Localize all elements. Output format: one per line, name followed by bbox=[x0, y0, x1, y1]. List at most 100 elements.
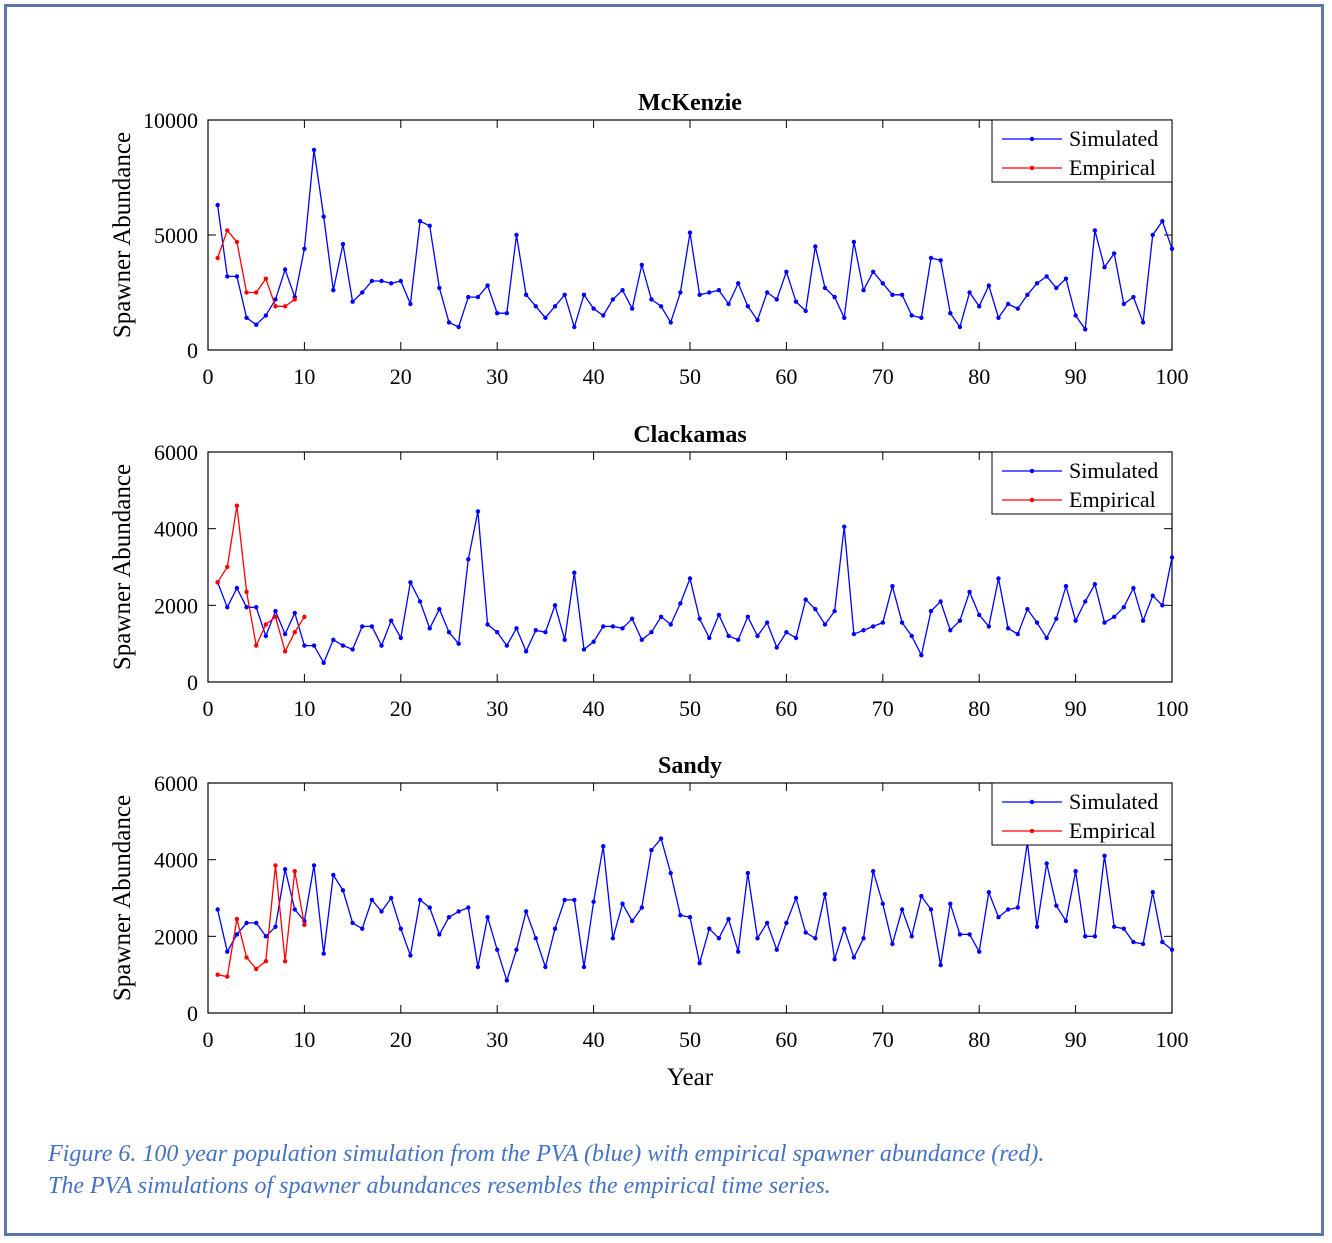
data-point-simulated bbox=[919, 315, 924, 320]
data-point-simulated bbox=[340, 888, 346, 893]
data-point-simulated bbox=[842, 524, 847, 529]
data-point-simulated bbox=[1015, 306, 1020, 311]
chart-clackamas: 0 10 20 30 40 50 60 70 80 90 100 0 2000 4000 6000 Clack… bbox=[109, 422, 1189, 721]
data-point-simulated bbox=[437, 285, 442, 291]
data-point-simulated bbox=[948, 901, 953, 906]
y-tick-label: 6000 bbox=[154, 440, 198, 465]
data-point-empirical bbox=[302, 614, 307, 620]
data-point-simulated bbox=[755, 633, 760, 639]
data-point-simulated bbox=[244, 605, 249, 610]
data-point-simulated bbox=[842, 926, 847, 931]
data-point-simulated bbox=[629, 918, 635, 924]
x-tick-label: 90 bbox=[1065, 1027, 1087, 1052]
data-point-simulated bbox=[215, 202, 220, 208]
legend: Simulated Empirical bbox=[991, 451, 1173, 515]
data-point-simulated bbox=[774, 645, 779, 650]
data-point-simulated bbox=[398, 926, 403, 931]
data-point-simulated bbox=[311, 863, 317, 868]
x-tick-label: 30 bbox=[486, 1027, 508, 1052]
data-point-simulated bbox=[957, 932, 963, 937]
data-point-simulated bbox=[495, 629, 500, 635]
figure-frame bbox=[4, 4, 1324, 1236]
data-point-simulated bbox=[1015, 631, 1020, 637]
y-tick-label: 0 bbox=[187, 338, 198, 363]
data-point-simulated bbox=[591, 899, 596, 905]
data-point-simulated bbox=[880, 281, 885, 286]
data-point-simulated bbox=[446, 629, 452, 635]
data-point-simulated bbox=[1092, 934, 1098, 939]
data-point-simulated bbox=[331, 872, 336, 878]
chart-sandy: 0 10 20 30 40 50 60 70 80 90 100 0 2000 4000 6000 Sandy… bbox=[109, 753, 1189, 1091]
data-point-empirical bbox=[254, 643, 259, 648]
data-point-simulated bbox=[687, 576, 693, 581]
x-tick-label: 80 bbox=[968, 1027, 990, 1052]
data-point-simulated bbox=[1102, 853, 1107, 859]
series-line-simulated bbox=[216, 837, 1173, 983]
x-tick-label: 60 bbox=[775, 1027, 797, 1052]
data-point-simulated bbox=[562, 292, 567, 297]
data-point-simulated bbox=[263, 633, 269, 639]
data-point-simulated bbox=[388, 895, 394, 901]
data-point-simulated bbox=[832, 957, 837, 962]
y-axis-label: Spawner Abundance bbox=[109, 464, 136, 670]
data-point-simulated bbox=[369, 278, 375, 284]
series-simulated bbox=[215, 509, 1175, 666]
data-point-simulated bbox=[456, 641, 461, 646]
data-point-empirical bbox=[292, 629, 297, 635]
y-tick-label: 2000 bbox=[154, 924, 198, 949]
data-point-simulated bbox=[1102, 620, 1107, 625]
data-point-simulated bbox=[552, 926, 558, 931]
data-point-simulated bbox=[996, 914, 1001, 920]
data-point-simulated bbox=[967, 290, 972, 295]
data-point-simulated bbox=[321, 214, 326, 219]
series-empirical bbox=[215, 503, 307, 654]
x-tick-label: 50 bbox=[679, 696, 701, 721]
data-point-simulated bbox=[938, 258, 943, 263]
data-point-simulated bbox=[899, 620, 905, 625]
x-tick-label: 70 bbox=[872, 364, 894, 389]
series-line-simulated bbox=[216, 511, 1173, 665]
legend-marker-empirical bbox=[1029, 828, 1035, 834]
data-point-simulated bbox=[350, 647, 355, 652]
data-point-simulated bbox=[379, 278, 384, 284]
data-point-simulated bbox=[254, 920, 259, 926]
data-point-simulated bbox=[1073, 618, 1078, 623]
x-tick-label: 30 bbox=[486, 696, 508, 721]
data-point-simulated bbox=[1044, 274, 1049, 279]
data-point-simulated bbox=[533, 304, 538, 309]
figure-caption: Figure 6. 100 year population simulation… bbox=[48, 1138, 1298, 1202]
data-point-simulated bbox=[1005, 626, 1011, 631]
y-tick-label: 10000 bbox=[143, 108, 198, 133]
data-point-simulated bbox=[562, 637, 567, 643]
data-point-simulated bbox=[678, 601, 683, 606]
data-point-simulated bbox=[745, 614, 751, 620]
x-axis-label: Year bbox=[667, 1064, 714, 1091]
legend-label-simulated: Simulated bbox=[1069, 126, 1158, 151]
data-point-simulated bbox=[601, 624, 606, 629]
y-axis-label: Spawner Abundance bbox=[109, 795, 136, 1001]
data-point-simulated bbox=[1044, 635, 1049, 641]
data-point-simulated bbox=[880, 620, 885, 625]
data-point-simulated bbox=[899, 907, 905, 912]
x-tick-label: 90 bbox=[1065, 364, 1087, 389]
data-point-simulated bbox=[485, 622, 490, 627]
data-point-simulated bbox=[408, 953, 413, 958]
caption-line-2: The PVA simulations of spawner abundance… bbox=[48, 1173, 831, 1199]
data-point-simulated bbox=[1063, 276, 1069, 281]
data-point-simulated bbox=[282, 867, 288, 872]
data-point-simulated bbox=[996, 576, 1001, 581]
x-tick-label: 50 bbox=[679, 364, 701, 389]
x-tick-label: 70 bbox=[872, 696, 894, 721]
data-point-simulated bbox=[311, 147, 317, 153]
data-point-simulated bbox=[678, 913, 683, 918]
data-point-simulated bbox=[350, 299, 355, 304]
data-point-empirical bbox=[254, 966, 259, 972]
legend-label-empirical: Empirical bbox=[1069, 487, 1156, 512]
x-tick-label: 10 bbox=[293, 364, 315, 389]
data-point-simulated bbox=[687, 914, 693, 920]
data-point-empirical bbox=[263, 959, 269, 964]
data-point-simulated bbox=[890, 292, 895, 297]
data-point-simulated bbox=[388, 281, 394, 286]
data-point-simulated bbox=[880, 901, 885, 906]
data-point-simulated bbox=[793, 299, 799, 304]
